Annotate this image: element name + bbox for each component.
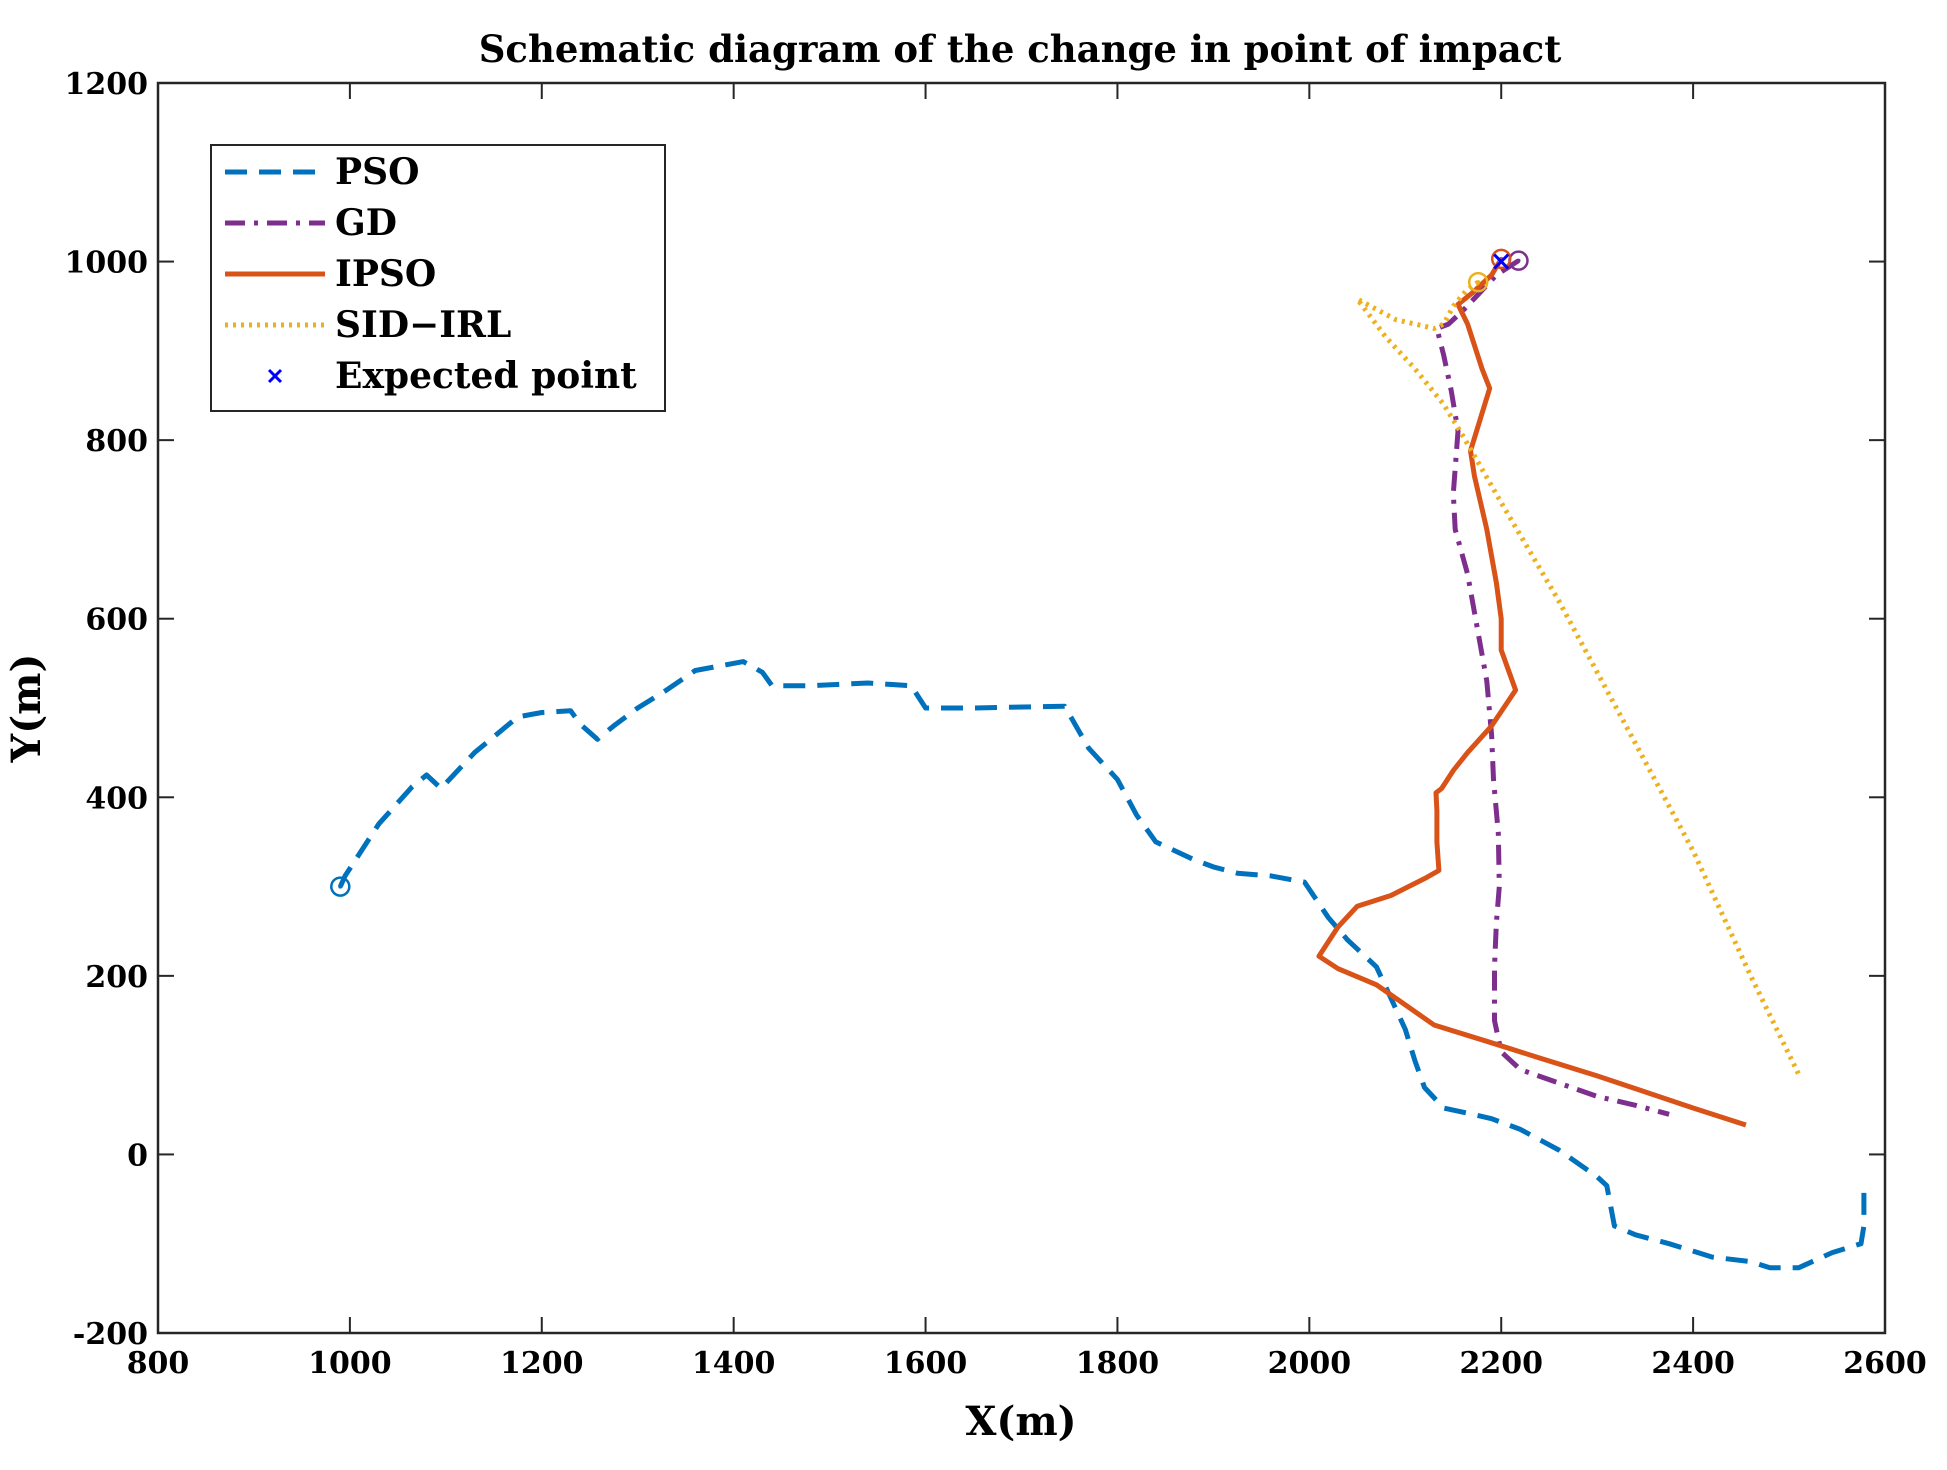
y-tick-label: -200 <box>73 1317 148 1352</box>
x-tick-label: 1200 <box>500 1346 584 1381</box>
series-line-gd <box>1434 258 1670 1117</box>
series-layer <box>338 257 1867 1271</box>
legend-label: IPSO <box>335 253 436 295</box>
x-tick-label: 800 <box>127 1346 190 1381</box>
legend-label: Expected point <box>335 355 637 397</box>
y-tick-label: 1200 <box>65 67 149 102</box>
x-tick-label: 2400 <box>1651 1346 1735 1381</box>
y-tick-label: 1000 <box>65 246 149 281</box>
x-axis-ticks: 800 1000 1200 1400 1600 1800 2000 2200 2400 2600 <box>127 83 1927 1381</box>
y-tick-label: 0 <box>127 1138 148 1173</box>
x-tick-label: 2600 <box>1843 1346 1927 1381</box>
legend-item-sid-irl: SID−IRL <box>225 304 511 346</box>
y-tick-label: 600 <box>85 603 148 638</box>
marker-layer <box>330 248 1529 897</box>
x-axis-label: X(m) <box>965 1398 1076 1445</box>
expected-point-marker <box>1493 253 1510 270</box>
legend-item-ipso: IPSO <box>225 253 436 295</box>
legend-item-gd: GD <box>225 202 397 244</box>
legend-entries: PSO GD IPSO SID−IRL Expected point <box>225 151 637 397</box>
legend-swatch <box>267 368 283 384</box>
y-tick-label: 200 <box>85 960 148 995</box>
x-tick-label: 1000 <box>308 1346 392 1381</box>
legend: PSO GD IPSO SID−IRL Expected point <box>210 144 666 412</box>
y-tick-label: 800 <box>85 424 148 459</box>
legend-label: SID−IRL <box>335 304 511 346</box>
x-tick-label: 1400 <box>692 1346 776 1381</box>
start-marker-pso <box>330 876 351 897</box>
y-axis-ticks: -200 0 200 400 600 800 1000 1200 <box>65 67 1885 1352</box>
legend-box <box>210 144 666 412</box>
series-line-sid-irl <box>1354 280 1801 1076</box>
y-tick-label: 400 <box>85 781 148 816</box>
x-tick-label: 1800 <box>1076 1346 1160 1381</box>
start-marker-sid-irl <box>1467 271 1489 293</box>
x-tick-label: 1600 <box>884 1346 968 1381</box>
series-line-ipso <box>1316 257 1747 1128</box>
x-tick-label: 2200 <box>1459 1346 1543 1381</box>
plot-area-frame <box>156 81 1887 1335</box>
legend-label: PSO <box>335 151 419 193</box>
legend-label: GD <box>335 202 397 244</box>
y-axis-label: Y(m) <box>3 654 50 764</box>
legend-item-pso: PSO <box>225 151 419 193</box>
legend-item-expected-point: Expected point <box>267 355 637 397</box>
x-tick-label: 2000 <box>1268 1346 1352 1381</box>
series-line-pso <box>338 659 1867 1271</box>
chart-title: Schematic diagram of the change in point… <box>479 27 1562 71</box>
